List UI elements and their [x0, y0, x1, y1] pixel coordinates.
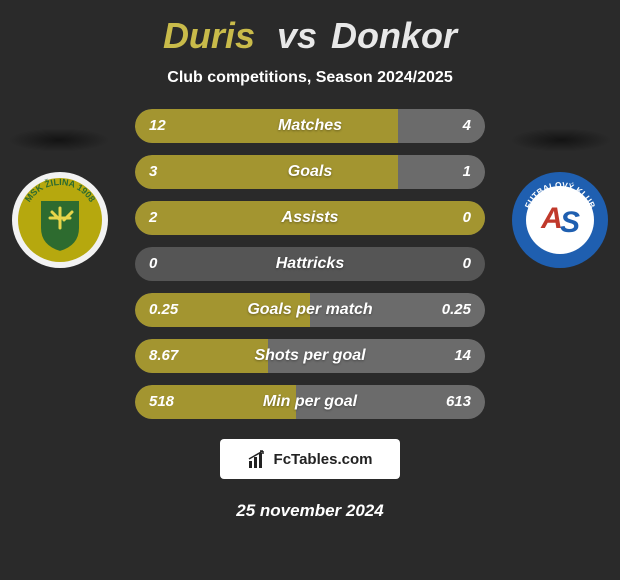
comparison-title: Duris vs Donkor [0, 15, 620, 57]
stat-row: 8.6714Shots per goal [135, 339, 485, 373]
stat-row: 0.250.25Goals per match [135, 293, 485, 327]
svg-text:S: S [560, 206, 580, 239]
stat-label: Hattricks [135, 247, 485, 281]
fctables-icon [248, 449, 268, 469]
club-badge-right: FUTBALOVÝ KLUB TRENČÍN A S [510, 170, 610, 270]
stat-label: Goals [135, 155, 485, 189]
stat-label: Goals per match [135, 293, 485, 327]
stat-row: 00Hattricks [135, 247, 485, 281]
stat-row: 124Matches [135, 109, 485, 143]
stat-label: Min per goal [135, 385, 485, 419]
fctables-watermark: FcTables.com [220, 439, 400, 479]
stat-row: 518613Min per goal [135, 385, 485, 419]
badge-shadow-right [510, 128, 612, 152]
stat-label: Shots per goal [135, 339, 485, 373]
date-text: 25 november 2024 [0, 501, 620, 521]
stat-row: 31Goals [135, 155, 485, 189]
stat-row: 20Assists [135, 201, 485, 235]
club-badge-left: MSK ŽILINA 1908 [10, 170, 110, 270]
player1-name: Duris [163, 15, 255, 56]
stat-label: Assists [135, 201, 485, 235]
stat-label: Matches [135, 109, 485, 143]
subtitle: Club competitions, Season 2024/2025 [0, 69, 620, 87]
fctables-text: FcTables.com [274, 451, 373, 468]
player2-name: Donkor [331, 15, 457, 56]
badge-shadow-left [8, 128, 110, 152]
vs-text: vs [277, 15, 317, 56]
